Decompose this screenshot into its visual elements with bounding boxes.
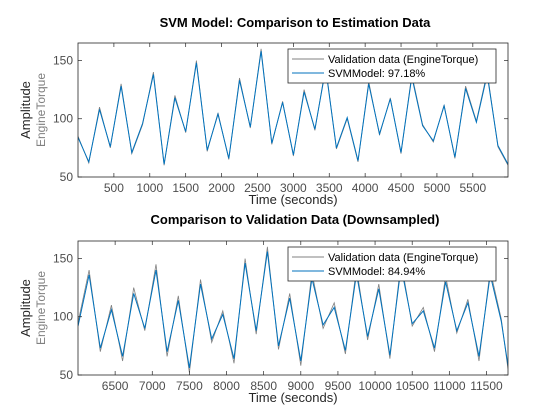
- x-tick-label: 11000: [433, 379, 466, 393]
- legend: Validation data (EngineTorque) SVMModel: …: [287, 48, 497, 84]
- y-tick-label: 150: [53, 251, 73, 265]
- x-axis-label: Time (seconds): [248, 390, 337, 405]
- legend-entry: SVMModel: 97.18%: [328, 68, 425, 80]
- series-line-svm-model: [78, 51, 508, 165]
- y-axis-sublabel: EngineTorque: [34, 271, 48, 345]
- x-tick-label: 5500: [459, 181, 486, 195]
- x-tick-label: 10500: [396, 379, 430, 393]
- x-tick-label: 11500: [470, 379, 503, 393]
- y-tick-label: 50: [60, 170, 74, 184]
- legend-entry: SVMModel: 84.94%: [328, 266, 425, 278]
- axes-box: [77, 42, 509, 178]
- x-tick-label: 10000: [358, 379, 392, 393]
- x-tick-label: 3500: [316, 181, 343, 195]
- axes-box: [77, 240, 509, 376]
- x-tick-label: 4500: [388, 181, 415, 195]
- chart-panel-2: 6500 7000 7500 8000 8500 9000 9500 10000 10500 11…: [18, 212, 509, 405]
- legend-entry: Validation data (EngineTorque): [328, 252, 478, 264]
- y-tick-label: 50: [60, 368, 74, 382]
- legend-box: [287, 246, 497, 282]
- x-tick-label: 1500: [172, 181, 199, 195]
- chart-panel-1: 500 1000 1500 2000 2500 3000 3500 4000 4500 5000 5…: [18, 15, 509, 207]
- x-tick-label: 500: [104, 181, 124, 195]
- x-axis-label: Time (seconds): [248, 192, 337, 207]
- series-line-svm-model: [78, 251, 508, 369]
- legend: Validation data (EngineTorque) SVMModel: …: [287, 246, 497, 282]
- x-tick-label: 7000: [139, 379, 166, 393]
- y-axis-label: Amplitude: [18, 279, 33, 337]
- x-tick-label: 7500: [176, 379, 203, 393]
- x-tick-label: 3000: [280, 181, 307, 195]
- x-tick-label: 1000: [136, 181, 163, 195]
- chart-title: SVM Model: Comparison to Estimation Data: [160, 15, 432, 30]
- x-tick-label: 6500: [102, 379, 129, 393]
- x-tick-label: 2500: [244, 181, 271, 195]
- y-axis-sublabel: EngineTorque: [34, 73, 48, 147]
- y-axis-label: Amplitude: [18, 81, 33, 139]
- x-tick-label: 9500: [325, 379, 352, 393]
- x-tick-label: 5000: [424, 181, 451, 195]
- chart-title: Comparison to Validation Data (Downsampl…: [151, 212, 440, 227]
- y-tick-label: 150: [53, 53, 73, 67]
- legend-box: [287, 48, 497, 84]
- x-tick-label: 8500: [250, 379, 277, 393]
- y-tick-label: 100: [53, 310, 73, 324]
- legend-entry: Validation data (EngineTorque): [328, 54, 478, 66]
- x-tick-label: 2000: [208, 181, 235, 195]
- x-tick-label: 4000: [352, 181, 379, 195]
- x-tick-label: 9000: [287, 379, 314, 393]
- y-tick-label: 100: [53, 112, 73, 126]
- x-tick-label: 8000: [213, 379, 240, 393]
